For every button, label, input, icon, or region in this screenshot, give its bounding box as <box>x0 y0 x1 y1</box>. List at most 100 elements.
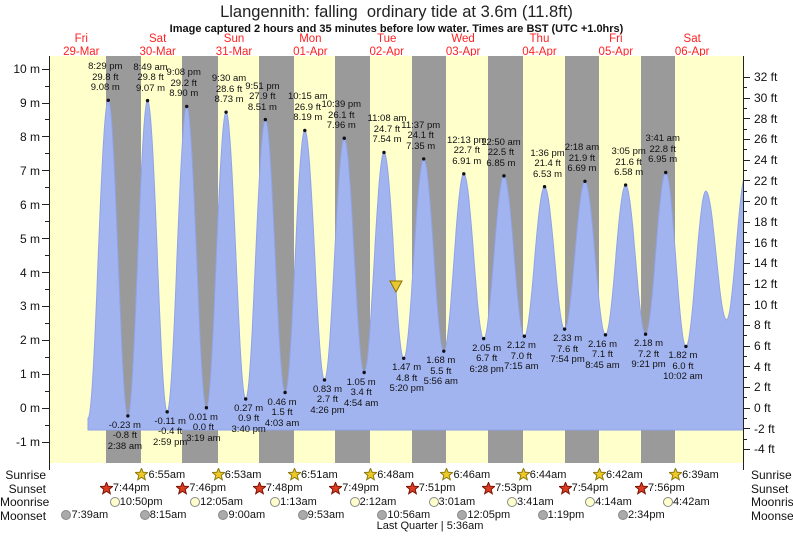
high-tide-label: 10:15 am 26.9 ft 8.19 m <box>288 91 328 124</box>
day-label: Sun 31-Mar <box>215 33 253 58</box>
sunrise-event: 6:44am <box>516 468 567 481</box>
high-tide-label: 2:18 am 21.9 ft 6.69 m <box>564 142 600 175</box>
tide-event-dot <box>664 170 668 175</box>
right-axis-label: 10 ft <box>754 297 778 312</box>
right-axis-label: 0 ft <box>754 401 771 416</box>
tide-event-dot <box>322 378 327 382</box>
moonset-time: 10:56am <box>387 509 431 521</box>
right-axis-label: 6 ft <box>754 339 771 354</box>
low-tide-label: 2.05 m 6.7 ft 6:28 pm <box>469 342 504 375</box>
sunset-time: 7:48pm <box>265 482 303 494</box>
chart-subtitle: Image captured 2 hours and 35 minutes be… <box>169 23 624 35</box>
moonset-time: 8:15am <box>149 509 187 521</box>
right-axis-label: -2 ft <box>754 421 775 436</box>
moonset-time: 2:34pm <box>627 509 665 521</box>
sunset-event: 7:53pm <box>482 481 532 495</box>
sunrise-star <box>516 468 530 481</box>
sunrise-event: 6:48am <box>364 468 414 481</box>
sunrise-time: 6:55am <box>148 468 186 481</box>
sunrise-time: 6:53am <box>224 468 262 481</box>
moonrise-circle <box>585 496 596 507</box>
left-axis-tick <box>42 68 49 70</box>
right-axis-label: -4 ft <box>754 442 775 457</box>
row-label-moonset-left: Moonset <box>0 508 47 523</box>
sunrise-event: 6:46am <box>440 468 490 481</box>
low-tide-label: 2.16 m 7.1 ft 8:45 am <box>585 338 620 371</box>
left-axis-minor-tick <box>45 424 49 426</box>
low-tide-label: 0.01 m 0.0 ft 3:19 am <box>186 411 221 444</box>
tide-event-dot <box>145 98 150 103</box>
moonrise-circle <box>506 496 517 507</box>
plot-area <box>50 56 743 463</box>
sunrise-time: 6:44am <box>529 468 567 481</box>
high-tide-label: 3:41 am 22.8 ft 6.95 m <box>645 133 680 166</box>
row-label-moonrise-right: Moonrise <box>751 495 793 509</box>
high-tide-label: 10:39 pm 26.1 ft 7.96 m <box>321 99 362 132</box>
sunset-time: 7:46pm <box>189 482 227 494</box>
tide-event-dot <box>303 128 307 133</box>
left-axis-tick <box>42 305 49 307</box>
sunrise-event: 6:42am <box>592 468 643 481</box>
left-axis-minor-tick <box>45 85 49 87</box>
moonrise-time: 2:12am <box>359 495 397 508</box>
high-tide-label: 8:49 am 29.8 ft 9.07 m <box>133 61 168 94</box>
moonrise-circle <box>349 496 360 507</box>
high-tide-label: 11:37 pm 24.1 ft 7.35 m <box>401 119 441 152</box>
right-axis-minor-tick <box>743 293 747 295</box>
sunrise-time: 6:42am <box>605 468 643 481</box>
sunset-star <box>176 481 190 495</box>
moonset-event: 12:05pm <box>457 509 510 522</box>
tide-event-dot <box>224 110 228 114</box>
sunrise-time: 6:48am <box>377 468 414 481</box>
sunset-time: 7:44pm <box>112 482 150 494</box>
sunset-star <box>99 481 113 495</box>
right-axis-tick <box>743 304 750 306</box>
high-tide-label: 12:50 am 22.5 ft 6.85 m <box>481 136 521 169</box>
right-axis-minor-tick <box>743 169 747 171</box>
sunrise-star <box>669 468 683 481</box>
tide-event-dot <box>204 406 209 410</box>
right-axis-tick <box>743 262 750 264</box>
right-axis-tick <box>743 407 750 409</box>
sunrise-star <box>364 468 378 481</box>
right-axis-minor-tick <box>743 355 747 357</box>
moonrise-event: 4:42am <box>662 495 710 508</box>
left-axis-tick <box>42 407 49 409</box>
left-axis-minor-tick <box>45 356 49 358</box>
sunset-event: 7:49pm <box>329 481 379 495</box>
left-axis-minor-tick <box>45 221 49 223</box>
tide-event-dot <box>126 414 130 418</box>
tide-event-dot <box>502 174 506 178</box>
tide-event-dot <box>422 157 426 161</box>
moonrise-event: 4:14am <box>585 495 632 508</box>
moonset-time: 12:05pm <box>467 509 511 521</box>
sunset-event: 7:51pm <box>405 481 456 495</box>
tide-event-dot <box>684 344 688 349</box>
left-axis-label: 4 m <box>19 265 40 280</box>
sunset-time: 7:54pm <box>571 482 609 494</box>
right-axis-minor-tick <box>743 417 747 419</box>
right-axis-tick <box>743 428 750 430</box>
tide-event-dot <box>442 349 446 353</box>
right-axis-tick <box>743 76 750 78</box>
right-axis-tick <box>743 448 750 450</box>
moonrise-event: 2:12am <box>349 495 397 508</box>
right-axis-label: 2 ft <box>754 380 771 395</box>
tide-event-dot <box>402 356 406 360</box>
right-axis-minor-tick <box>743 252 747 254</box>
moonrise-event: 10:50pm <box>109 495 163 508</box>
moonset-time: 9:53am <box>307 509 345 521</box>
sunset-star <box>252 481 266 495</box>
left-axis-label: 6 m <box>19 197 40 212</box>
right-axis-tick <box>743 242 750 244</box>
moonrise-event: 3:41am <box>506 495 554 508</box>
left-axis-minor-tick <box>45 390 49 392</box>
current-tide-marker <box>389 280 403 294</box>
moonrise-circle <box>270 496 281 507</box>
moonrise-circle <box>662 496 673 507</box>
moonset-circle <box>457 510 468 520</box>
sunset-time: 7:51pm <box>418 482 456 494</box>
low-tide-label: 2.33 m 7.6 ft 7:54 pm <box>550 333 585 366</box>
tide-event-dot <box>185 104 189 109</box>
moonset-circle <box>297 510 308 520</box>
